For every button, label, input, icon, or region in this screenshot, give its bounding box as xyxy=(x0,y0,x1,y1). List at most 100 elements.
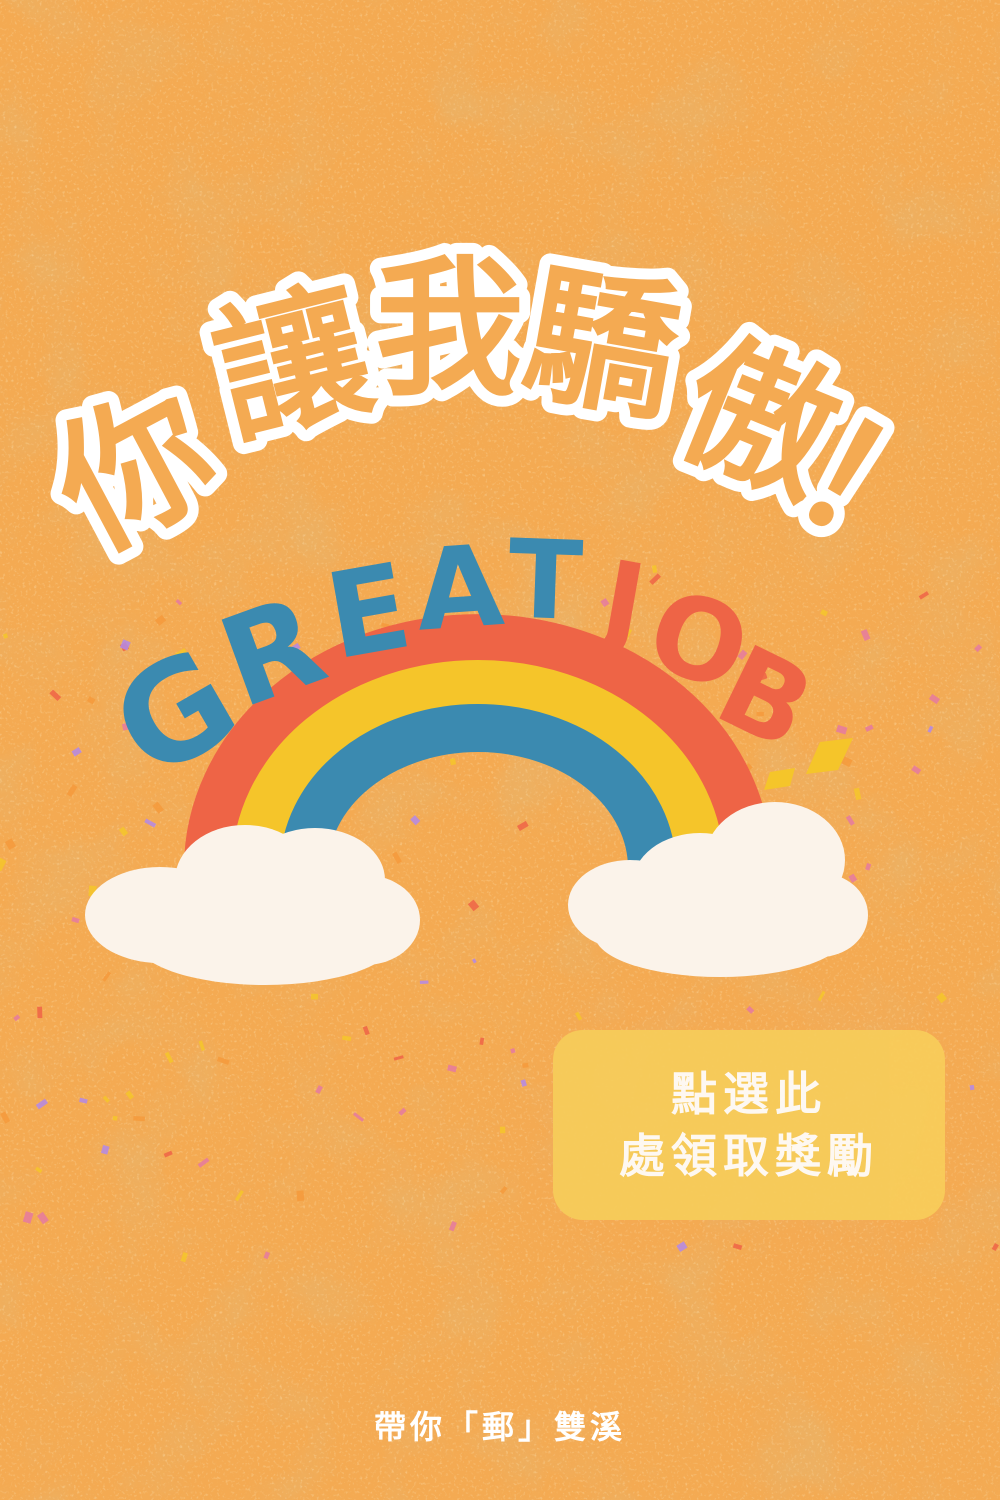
confetti-piece xyxy=(13,1014,21,1022)
confetti-piece xyxy=(164,1051,174,1064)
cloud-left xyxy=(85,825,420,985)
confetti-piece xyxy=(163,1150,173,1158)
confetti-piece xyxy=(574,1011,583,1021)
confetti-piece xyxy=(865,863,872,871)
great-letter: A xyxy=(412,521,508,657)
headline-char: 驕驕 xyxy=(502,235,702,454)
headline-char: 我我 xyxy=(364,232,536,428)
confetti-piece xyxy=(2,633,9,639)
confetti-piece xyxy=(35,1098,49,1110)
rainbow-band-blue xyxy=(280,704,676,869)
confetti-piece xyxy=(860,629,871,641)
confetti-piece xyxy=(66,784,78,797)
confetti-piece xyxy=(186,741,199,756)
confetti-piece xyxy=(102,1095,110,1103)
confetti-piece xyxy=(732,1243,743,1250)
confetti-piece xyxy=(86,696,96,705)
confetti-piece xyxy=(4,838,17,851)
confetti-piece xyxy=(410,815,421,826)
confetti-piece xyxy=(296,1190,305,1202)
confetti-piece xyxy=(510,1047,516,1054)
confetti-piece xyxy=(0,857,7,872)
confetti-piece xyxy=(100,1144,110,1155)
headline-char-fill: 驕 xyxy=(513,246,691,443)
confetti-piece xyxy=(600,597,610,608)
confetti-piece xyxy=(119,639,131,651)
confetti-piece xyxy=(516,820,529,831)
confetti-piece xyxy=(757,661,763,673)
confetti-piece xyxy=(174,648,188,659)
confetti-piece xyxy=(649,573,661,585)
confetti-piece xyxy=(398,1107,407,1116)
confetti-piece xyxy=(479,1037,485,1046)
confetti-piece xyxy=(467,899,480,912)
confetti-piece xyxy=(756,711,764,717)
confetti-piece xyxy=(71,747,82,757)
confetti-piece xyxy=(820,609,829,617)
reward-line-2: 處領取獎勵 xyxy=(619,1129,879,1183)
rainbow xyxy=(184,614,772,869)
confetti-piece xyxy=(180,1252,188,1263)
confetti-piece xyxy=(79,1097,88,1104)
confetti-piece xyxy=(449,758,457,766)
confetti-piece xyxy=(817,990,826,1002)
confetti-piece xyxy=(864,724,874,732)
headline-char-fill: 讓 xyxy=(199,262,388,467)
headline-char-fill: 我 xyxy=(375,243,525,417)
confetti-piece xyxy=(144,818,157,828)
confetti-piece xyxy=(125,1090,135,1100)
confetti-piece xyxy=(175,598,183,606)
confetti-piece xyxy=(991,1243,999,1252)
confetti-piece xyxy=(853,787,862,801)
confetti-piece xyxy=(234,1190,244,1202)
confetti-piece xyxy=(928,693,940,705)
headline-char: 讓讓 xyxy=(188,251,399,478)
confetti-piece xyxy=(154,614,167,626)
confetti-piece xyxy=(112,1115,118,1121)
confetti-piece xyxy=(315,1085,323,1095)
confetti-piece xyxy=(936,992,948,1004)
confetti-piece xyxy=(263,1251,271,1260)
job-letter: J xyxy=(586,535,655,668)
confetti-piece xyxy=(737,649,748,660)
confetti-piece xyxy=(845,815,855,826)
confetti-piece xyxy=(71,916,80,924)
great-letter: T xyxy=(506,516,584,646)
confetti-piece xyxy=(651,565,658,573)
confetti-piece xyxy=(447,1064,457,1073)
confetti-piece xyxy=(152,801,164,814)
claim-reward-button[interactable]: 點選此 處領取獎勵 xyxy=(553,1030,945,1220)
footer-text: 帶你「郵」雙溪 xyxy=(373,1408,626,1446)
confetti-piece xyxy=(352,1112,365,1122)
confetti-piece xyxy=(835,724,848,735)
confetti-piece xyxy=(102,971,112,982)
confetti-piece xyxy=(448,1220,457,1232)
confetti-piece xyxy=(35,1166,43,1174)
confetti-piece xyxy=(362,1025,370,1036)
cloud-right xyxy=(568,802,868,977)
confetti-piece xyxy=(392,851,402,864)
confetti-piece xyxy=(419,980,429,984)
confetti-piece xyxy=(36,1211,49,1225)
headline-char: 你你 xyxy=(16,348,253,595)
confetti-piece xyxy=(393,1055,404,1061)
confetti-piece xyxy=(621,627,632,640)
confetti-piece xyxy=(676,1241,688,1253)
confetti-piece xyxy=(754,672,768,682)
confetti-piece xyxy=(499,1126,506,1134)
confetti-piece xyxy=(499,1185,508,1195)
confetti-piece xyxy=(291,642,301,652)
exclamation-mark xyxy=(764,738,853,790)
confetti-piece xyxy=(133,1115,145,1122)
confetti-piece xyxy=(918,591,930,600)
confetti-piece xyxy=(927,725,934,733)
confetti-piece xyxy=(0,1111,11,1124)
confetti-piece xyxy=(310,993,319,1000)
confetti-piece xyxy=(848,873,858,883)
confetti-piece xyxy=(198,1040,206,1052)
headline-char-outline: 我 xyxy=(375,243,525,417)
confetti-piece xyxy=(522,1062,529,1068)
confetti-piece xyxy=(197,1157,210,1168)
